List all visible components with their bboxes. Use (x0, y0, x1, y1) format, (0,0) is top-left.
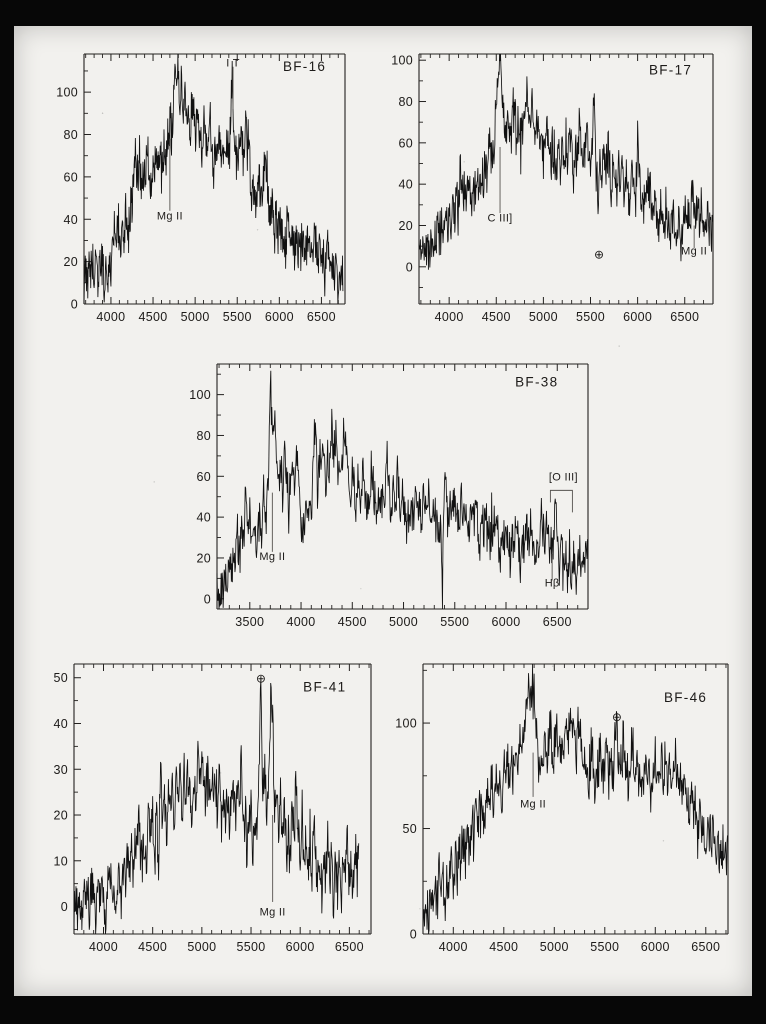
axis-frame (216, 363, 589, 610)
x-tick-label: 6000 (641, 940, 670, 954)
spectrum-panel-bf-17: 4000 4500 5000 5500 6000 6500 0 20 40 60 80 100 C II… (387, 46, 717, 336)
y-tick-label: 100 (391, 54, 413, 68)
emission-line-label: Mg II (259, 551, 285, 563)
y-tick-label: 20 (63, 255, 78, 269)
y-tick-label: 20 (53, 809, 68, 823)
y-tick-label: 0 (410, 928, 417, 942)
y-tick-label: 80 (63, 128, 78, 142)
spectrum-panel-bf-41: 4000 4500 5000 5500 6000 6500 0 10 20 30 40 50 Mg II… (30, 656, 375, 966)
doublet-bracket (549, 489, 573, 513)
x-tick-label: 6500 (307, 310, 336, 324)
y-tick-label: 60 (398, 136, 413, 150)
axis-frame (422, 663, 729, 935)
panel-title-label: BF-16 (283, 59, 326, 74)
y-tick-label: 100 (189, 388, 211, 402)
spectrum-panel-bf-16: 4000 4500 5000 5500 6000 6500 0 20 40 60 80 100 Mg I… (54, 46, 349, 336)
y-tick-label: 40 (63, 213, 78, 227)
spectrum-trace (418, 53, 713, 270)
x-tick-label: 5000 (181, 310, 210, 324)
plot-area-bf-41: 4000 4500 5000 5500 6000 6500 0 10 20 30 40 50 Mg II… (53, 663, 372, 954)
y-tick-label: 40 (398, 178, 413, 192)
x-tick-label: 5000 (389, 615, 418, 629)
y-tick-label: 20 (398, 219, 413, 233)
panel-title-label: BF-17 (649, 63, 692, 78)
y-tick-label: 80 (196, 429, 211, 443)
axis-frame (73, 663, 372, 935)
y-tick-label: 80 (398, 95, 413, 109)
emission-line-label: Mg II (520, 798, 546, 810)
telluric-marker-icon: ⊕ (612, 710, 622, 724)
spectrum-panel-bf-38: 3500 4000 4500 5000 5500 6000 6500 0 20 40 60 80 100… (177, 356, 592, 641)
axis-frame (83, 53, 346, 305)
x-tick-label: 5500 (576, 310, 605, 324)
x-tick-label: 5000 (540, 940, 569, 954)
x-tick-label: 4000 (89, 940, 118, 954)
x-tick-label: 4500 (489, 940, 518, 954)
y-tick-label: 0 (61, 900, 68, 914)
x-tick-label: 5000 (529, 310, 558, 324)
plot-area-bf-38: 3500 4000 4500 5000 5500 6000 6500 0 20 40 60 80 100… (189, 363, 589, 629)
spectrum-trace (422, 663, 728, 935)
x-tick-label: 5500 (440, 615, 469, 629)
x-tick-label: 4500 (482, 310, 511, 324)
y-tick-label: 100 (395, 717, 417, 731)
x-tick-label: 6000 (623, 310, 652, 324)
photographic-print: 4000 4500 5000 5500 6000 6500 0 20 40 60 80 100 Mg I… (14, 26, 752, 996)
y-tick-label: 20 (196, 551, 211, 565)
emission-line-label: [O III] (549, 471, 578, 483)
plot-area-bf-46: 4000 4500 5000 5500 6000 6500 0 50 100 Mg II ⊕ BF-4… (395, 663, 729, 954)
x-tick-label: 5500 (237, 940, 266, 954)
emission-line-label: Mg II (157, 210, 183, 222)
panel-title-label: BF-41 (303, 679, 346, 694)
emission-line-label: I T (226, 58, 240, 70)
plot-area-bf-16: 4000 4500 5000 5500 6000 6500 0 20 40 60 80 100 Mg I… (56, 53, 346, 324)
y-tick-label: 50 (53, 671, 68, 685)
y-tick-label: 100 (56, 86, 78, 100)
spectrum-panel-bf-46: 4000 4500 5000 5500 6000 6500 0 50 100 Mg II ⊕ BF-4… (387, 656, 732, 966)
x-tick-label: 6500 (691, 940, 720, 954)
y-tick-label: 10 (53, 854, 68, 868)
x-tick-label: 4500 (138, 940, 167, 954)
x-tick-label: 4000 (96, 310, 125, 324)
telluric-marker-icon: ⊕ (256, 671, 266, 685)
y-tick-label: 0 (204, 592, 211, 606)
emission-line-label: Hβ (545, 578, 560, 590)
spectrum-trace (73, 680, 360, 935)
plot-area-bf-17: 4000 4500 5000 5500 6000 6500 0 20 40 60 80 100 C II… (391, 53, 714, 324)
x-tick-label: 6000 (492, 615, 521, 629)
emission-line-label: C III] (488, 212, 513, 224)
y-tick-label: 0 (406, 260, 413, 274)
y-tick-label: 50 (402, 822, 417, 836)
x-tick-label: 5000 (187, 940, 216, 954)
x-tick-label: 4000 (435, 310, 464, 324)
x-tick-label: 4000 (287, 615, 316, 629)
x-tick-label: 6500 (543, 615, 572, 629)
x-tick-label: 6000 (286, 940, 315, 954)
x-tick-label: 6500 (335, 940, 364, 954)
x-tick-label: 6500 (670, 310, 699, 324)
y-tick-label: 0 (71, 298, 78, 312)
y-tick-label: 30 (53, 763, 68, 777)
x-tick-label: 5500 (223, 310, 252, 324)
panel-title-label: BF-46 (664, 690, 707, 705)
telluric-marker-icon: ⊕ (594, 248, 604, 262)
x-tick-label: 4500 (139, 310, 168, 324)
axis-frame (418, 53, 714, 305)
y-tick-label: 60 (63, 170, 78, 184)
x-tick-label: 4000 (439, 940, 468, 954)
y-tick-label: 60 (196, 470, 211, 484)
x-tick-label: 3500 (235, 615, 264, 629)
spectrum-trace (216, 370, 588, 610)
y-tick-label: 40 (53, 717, 68, 731)
emission-line-label: Mg II (260, 907, 286, 919)
spectrum-trace (83, 53, 344, 305)
x-tick-label: 4500 (338, 615, 367, 629)
emission-line-label: Mg II (681, 245, 707, 257)
y-tick-label: 40 (196, 511, 211, 525)
x-tick-label: 6000 (265, 310, 294, 324)
x-tick-label: 5500 (590, 940, 619, 954)
panel-title-label: BF-38 (515, 374, 558, 389)
